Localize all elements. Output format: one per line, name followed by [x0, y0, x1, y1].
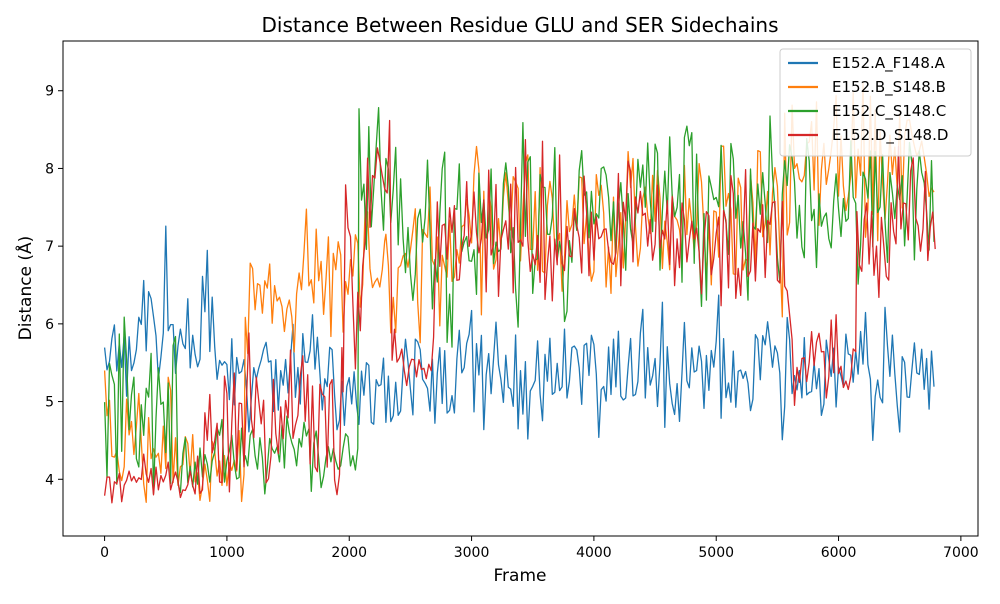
y-tick-label: 6 — [45, 317, 54, 333]
legend-label: E152.D_S148.D — [832, 126, 948, 145]
x-tick-label: 0 — [100, 545, 109, 561]
legend-item: E152.A_F148.A — [788, 54, 946, 73]
y-tick-label: 7 — [45, 239, 54, 255]
plot-frame — [62, 40, 979, 537]
x-tick-label: 6000 — [821, 545, 857, 561]
y-tick-label: 8 — [45, 161, 54, 177]
x-axis: 0 1000 2000 3000 4000 5000 6000 7000 — [100, 536, 979, 561]
y-tick-label: 9 — [45, 84, 54, 100]
legend-item: E152.C_S148.C — [788, 102, 946, 121]
legend-box — [779, 48, 972, 157]
legend-item: E152.B_S148.B — [788, 78, 946, 97]
legend-label: E152.B_S148.B — [832, 78, 946, 97]
legend-label: E152.C_S148.C — [832, 102, 946, 121]
y-tick-label: 4 — [45, 472, 54, 488]
x-tick-label: 2000 — [331, 545, 367, 561]
y-axis: 4 5 6 7 8 9 — [45, 84, 63, 488]
x-tick-label: 7000 — [943, 545, 979, 561]
series-E152.B_S148.B — [103, 81, 935, 503]
legend: E152.A_F148.A E152.B_S148.B E152.C_S148.C E… — [779, 48, 972, 157]
y-axis-label: Distance (Å) — [14, 236, 36, 341]
chart-title: Distance Between Residue GLU and SER Sid… — [261, 13, 778, 37]
legend-item: E152.D_S148.D — [788, 126, 948, 145]
x-axis-label: Frame — [494, 566, 547, 586]
y-tick-label: 5 — [45, 395, 54, 411]
series-line-E152.D_S148.D — [103, 119, 936, 504]
series-layer — [103, 81, 936, 504]
x-tick-label: 4000 — [576, 545, 612, 561]
series-E152.D_S148.D — [103, 119, 936, 504]
x-tick-label: 3000 — [454, 545, 490, 561]
x-tick-label: 1000 — [209, 545, 245, 561]
x-tick-label: 5000 — [698, 545, 734, 561]
series-line-E152.B_S148.B — [103, 81, 935, 503]
legend-label: E152.A_F148.A — [832, 54, 946, 73]
